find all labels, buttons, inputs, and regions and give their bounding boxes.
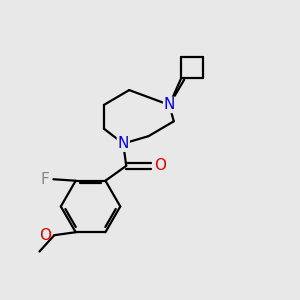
Text: N: N: [164, 98, 175, 112]
Text: N: N: [118, 136, 129, 151]
Text: O: O: [39, 228, 51, 243]
Text: N: N: [118, 136, 129, 151]
Text: F: F: [40, 172, 49, 187]
Text: O: O: [154, 158, 166, 173]
